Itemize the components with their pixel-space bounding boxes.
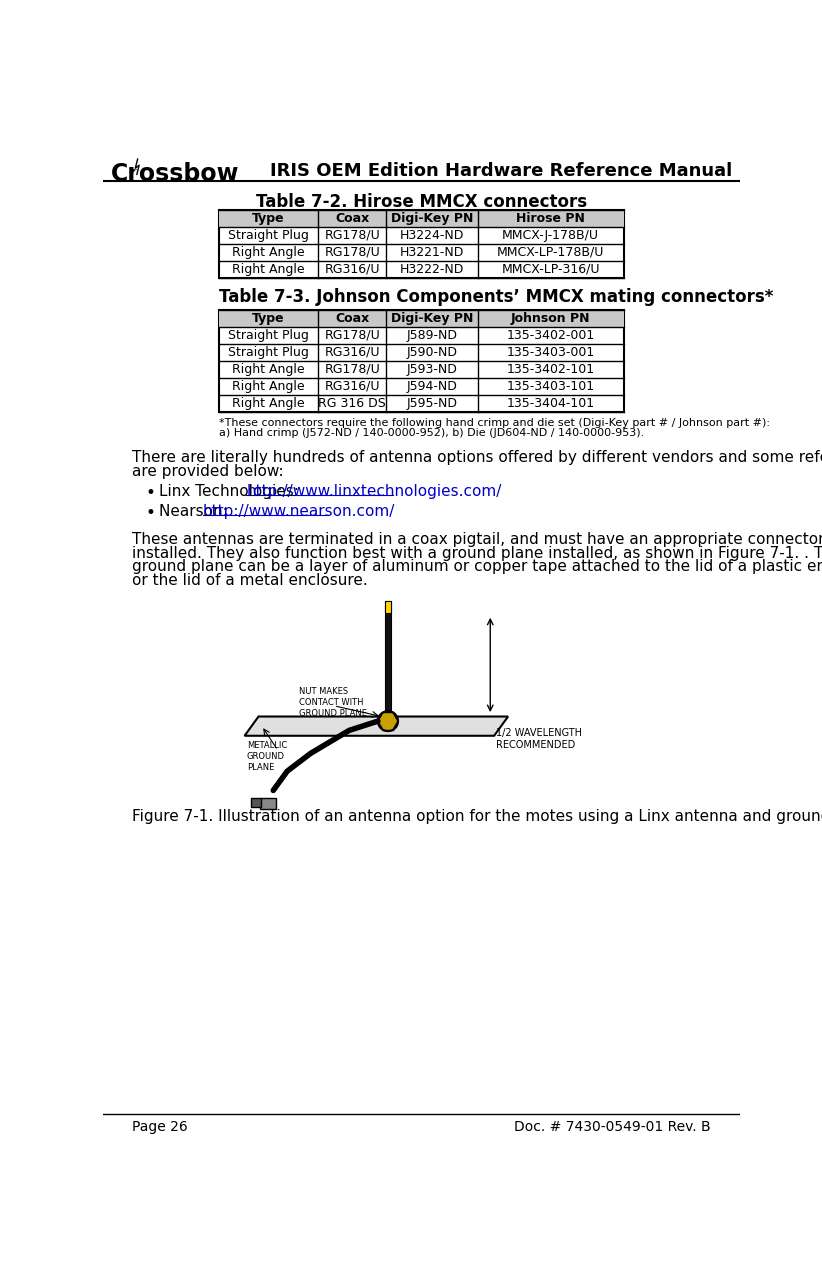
Text: 135-3404-101: 135-3404-101 bbox=[506, 396, 595, 410]
Text: Johnson PN: Johnson PN bbox=[511, 312, 590, 325]
Text: 135-3403-001: 135-3403-001 bbox=[506, 345, 595, 359]
Text: IRIS OEM Edition Hardware Reference Manual: IRIS OEM Edition Hardware Reference Manu… bbox=[270, 162, 732, 180]
Text: Right Angle: Right Angle bbox=[233, 262, 305, 275]
Bar bbox=[260, 798, 275, 809]
Text: Right Angle: Right Angle bbox=[233, 246, 305, 259]
Text: Linx Technologies:: Linx Technologies: bbox=[159, 484, 303, 499]
Bar bbox=[219, 210, 624, 278]
Text: J593-ND: J593-ND bbox=[407, 363, 458, 376]
Text: MMCX-LP-316/U: MMCX-LP-316/U bbox=[501, 262, 600, 275]
Bar bbox=[386, 601, 390, 613]
Text: Hirose PN: Hirose PN bbox=[516, 211, 585, 224]
Text: Coax: Coax bbox=[335, 211, 369, 224]
Text: RG316/U: RG316/U bbox=[325, 345, 380, 359]
Text: *These connectors require the following hand crimp and die set (Digi-Key part # : *These connectors require the following … bbox=[219, 418, 770, 428]
Text: RG 316 DS: RG 316 DS bbox=[318, 396, 386, 410]
Text: are provided below:: are provided below: bbox=[132, 464, 284, 479]
Text: 135-3402-101: 135-3402-101 bbox=[506, 363, 595, 376]
Text: Nearson:: Nearson: bbox=[159, 505, 232, 519]
Text: 135-3403-101: 135-3403-101 bbox=[506, 380, 595, 392]
Text: RG178/U: RG178/U bbox=[325, 246, 380, 259]
Bar bbox=[251, 798, 261, 808]
Text: RG178/U: RG178/U bbox=[325, 363, 380, 376]
Text: http://www.nearson.com/: http://www.nearson.com/ bbox=[203, 505, 395, 519]
Text: Straight Plug: Straight Plug bbox=[229, 329, 309, 341]
Text: Doc. # 7430-0549-01 Rev. B: Doc. # 7430-0549-01 Rev. B bbox=[514, 1120, 710, 1134]
Text: There are literally hundreds of antenna options offered by different vendors and: There are literally hundreds of antenna … bbox=[132, 450, 822, 465]
Text: RG178/U: RG178/U bbox=[325, 329, 380, 341]
Text: J590-ND: J590-ND bbox=[407, 345, 458, 359]
Text: http://www.linxtechnologies.com/: http://www.linxtechnologies.com/ bbox=[246, 484, 501, 499]
Text: •: • bbox=[145, 505, 155, 522]
Text: J589-ND: J589-ND bbox=[407, 329, 458, 341]
Text: J594-ND: J594-ND bbox=[407, 380, 458, 392]
Text: Figure 7-1. Illustration of an antenna option for the motes using a Linx antenna: Figure 7-1. Illustration of an antenna o… bbox=[132, 809, 822, 824]
Text: H3221-ND: H3221-ND bbox=[400, 246, 464, 259]
Text: Straight Plug: Straight Plug bbox=[229, 345, 309, 359]
Text: RG178/U: RG178/U bbox=[325, 229, 380, 242]
Text: 135-3402-001: 135-3402-001 bbox=[506, 329, 595, 341]
Bar bbox=[219, 210, 624, 227]
Text: a) Hand crimp (J572-ND / 140-0000-952), b) Die (JD604-ND / 140-0000-953).: a) Hand crimp (J572-ND / 140-0000-952), … bbox=[219, 428, 644, 438]
Text: H3222-ND: H3222-ND bbox=[400, 262, 464, 275]
Circle shape bbox=[378, 711, 398, 731]
Bar bbox=[386, 601, 390, 715]
Text: Digi-Key PN: Digi-Key PN bbox=[391, 312, 473, 325]
Text: METALLIC
GROUND
PLANE: METALLIC GROUND PLANE bbox=[247, 741, 287, 772]
Text: Right Angle: Right Angle bbox=[233, 363, 305, 376]
Text: RG316/U: RG316/U bbox=[325, 380, 380, 392]
Text: Digi-Key PN: Digi-Key PN bbox=[391, 211, 473, 224]
Text: or the lid of a metal enclosure.: or the lid of a metal enclosure. bbox=[132, 573, 368, 589]
Text: ground plane can be a layer of aluminum or copper tape attached to the lid of a : ground plane can be a layer of aluminum … bbox=[132, 559, 822, 575]
Text: Type: Type bbox=[252, 312, 285, 325]
Text: H3224-ND: H3224-ND bbox=[400, 229, 464, 242]
Text: 1/2 WAVELENGTH
RECOMMENDED: 1/2 WAVELENGTH RECOMMENDED bbox=[496, 727, 583, 750]
Text: Type: Type bbox=[252, 211, 285, 224]
Text: J595-ND: J595-ND bbox=[407, 396, 458, 410]
Text: NUT MAKES
CONTACT WITH
GROUND PLANE: NUT MAKES CONTACT WITH GROUND PLANE bbox=[299, 687, 367, 719]
Polygon shape bbox=[245, 716, 508, 736]
Text: Table 7-2. Hirose MMCX connectors: Table 7-2. Hirose MMCX connectors bbox=[256, 192, 587, 211]
Text: These antennas are terminated in a coax pigtail, and must have an appropriate co: These antennas are terminated in a coax … bbox=[132, 531, 822, 547]
Text: •: • bbox=[145, 484, 155, 502]
Text: Right Angle: Right Angle bbox=[233, 396, 305, 410]
Text: RG316/U: RG316/U bbox=[325, 262, 380, 275]
Bar bbox=[219, 310, 624, 327]
Text: Page 26: Page 26 bbox=[132, 1120, 188, 1134]
Text: Crossbow: Crossbow bbox=[110, 162, 239, 186]
Text: Table 7-3. Johnson Components’ MMCX mating connectors*: Table 7-3. Johnson Components’ MMCX mati… bbox=[219, 288, 774, 307]
Text: MMCX-J-178B/U: MMCX-J-178B/U bbox=[502, 229, 599, 242]
Text: MMCX-LP-178B/U: MMCX-LP-178B/U bbox=[497, 246, 604, 259]
Text: installed. They also function best with a ground plane installed, as shown in Fi: installed. They also function best with … bbox=[132, 545, 822, 561]
Text: Straight Plug: Straight Plug bbox=[229, 229, 309, 242]
Text: Coax: Coax bbox=[335, 312, 369, 325]
Text: Right Angle: Right Angle bbox=[233, 380, 305, 392]
Bar bbox=[219, 310, 624, 412]
